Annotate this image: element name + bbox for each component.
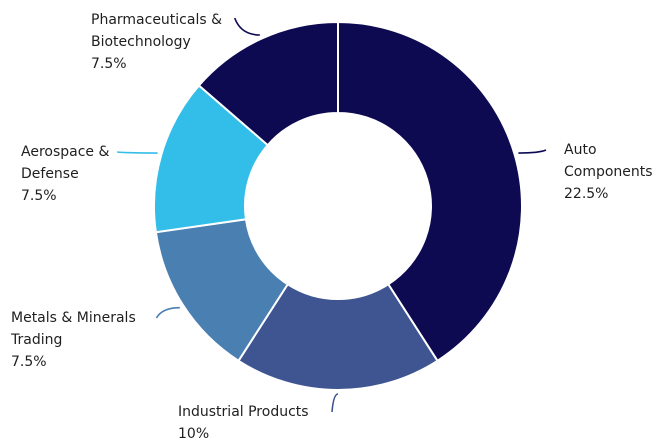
value-label-auto-components: 22.5%: [564, 186, 608, 202]
leader-line-metals-and-minerals-trading: [155, 306, 180, 319]
leader-lines-group: [117, 17, 547, 413]
category-label-auto-components: Auto: [564, 142, 597, 158]
labels-group: Auto Components 22.5% Industrial Products 10…: [10, 12, 653, 440]
category-label-metals-and-minerals-trading: Metals & Minerals: [11, 310, 136, 326]
value-label-aerospace-and-defense: 7.5%: [21, 188, 57, 204]
category-label-auto-components: Components: [564, 164, 653, 180]
leader-line-industrial-products: [331, 393, 339, 413]
leader-line-auto-components: [518, 149, 547, 154]
category-label-pharmaceuticals-and-biotechnology: Pharmaceuticals &: [91, 12, 222, 28]
category-label-pharmaceuticals-and-biotechnology: Biotechnology: [91, 34, 191, 50]
slice-pharmaceuticals-and-biotechnology: [197, 20, 339, 147]
value-label-industrial-products: 10%: [178, 426, 209, 440]
leader-line-aerospace-and-defense: [117, 151, 158, 154]
category-label-metals-and-minerals-trading: Trading: [10, 332, 62, 348]
category-label-industrial-products: Industrial Products: [178, 404, 309, 420]
slices-group: [153, 20, 523, 391]
value-label-metals-and-minerals-trading: 7.5%: [11, 354, 47, 370]
value-label-pharmaceuticals-and-biotechnology: 7.5%: [91, 56, 127, 72]
slice-industrial-products: [237, 282, 439, 391]
category-label-aerospace-and-defense: Defense: [21, 166, 79, 182]
category-label-aerospace-and-defense: Aerospace &: [21, 144, 109, 160]
leader-line-pharmaceuticals-and-biotechnology: [233, 17, 260, 36]
slice-auto-components: [337, 20, 523, 363]
